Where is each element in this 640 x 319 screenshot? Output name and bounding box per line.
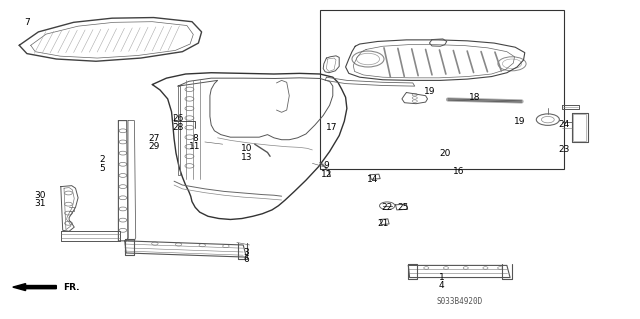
Text: 7: 7 <box>24 18 29 27</box>
Text: 29: 29 <box>148 142 159 151</box>
Text: 10: 10 <box>241 144 252 153</box>
Bar <box>320 10 564 169</box>
Text: 2: 2 <box>100 155 105 164</box>
Text: 19: 19 <box>514 117 525 126</box>
Text: 4: 4 <box>439 281 444 290</box>
Text: 19: 19 <box>424 87 436 96</box>
Text: 5: 5 <box>100 164 105 173</box>
Text: 26: 26 <box>172 114 184 122</box>
Text: 3: 3 <box>244 248 249 256</box>
Text: 24: 24 <box>559 120 570 129</box>
Text: 16: 16 <box>452 167 464 176</box>
Text: 22: 22 <box>381 203 393 212</box>
Text: 1: 1 <box>439 273 444 282</box>
Text: 17: 17 <box>326 123 337 132</box>
Text: 31: 31 <box>34 199 45 208</box>
Text: 20: 20 <box>439 149 451 158</box>
Text: 18: 18 <box>469 93 481 102</box>
Text: 21: 21 <box>377 219 388 228</box>
Text: 27: 27 <box>148 134 159 143</box>
Text: 13: 13 <box>241 153 252 162</box>
Text: S033B4920D: S033B4920D <box>436 297 483 306</box>
Text: 30: 30 <box>34 191 45 200</box>
Text: 28: 28 <box>172 123 184 132</box>
Text: 14: 14 <box>367 175 378 184</box>
Text: 6: 6 <box>244 256 249 264</box>
Text: 9: 9 <box>324 161 329 170</box>
Text: 12: 12 <box>321 170 332 179</box>
Text: 11: 11 <box>189 142 201 151</box>
Text: 8: 8 <box>193 134 198 143</box>
FancyArrow shape <box>13 284 56 291</box>
Text: FR.: FR. <box>63 283 79 292</box>
Text: 25: 25 <box>397 203 409 212</box>
Text: 23: 23 <box>559 145 570 154</box>
